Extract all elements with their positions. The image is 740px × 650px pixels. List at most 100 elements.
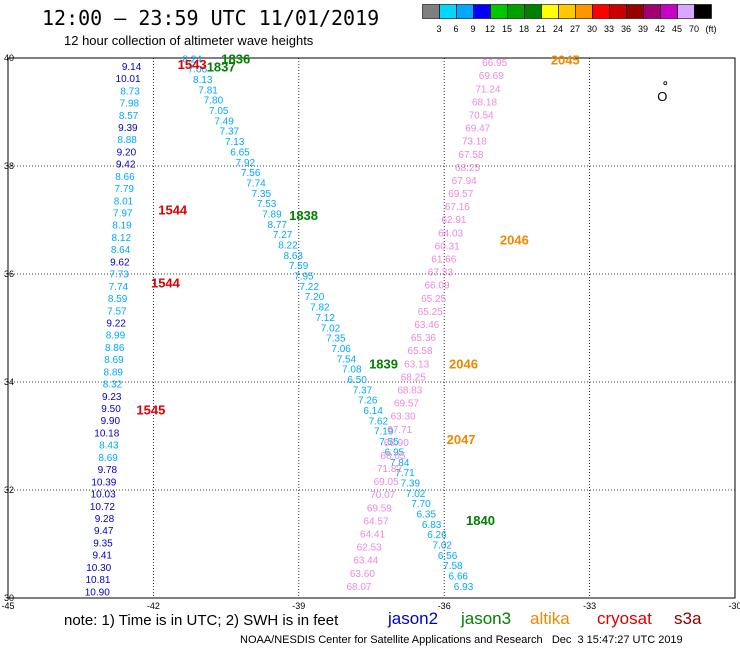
wave-height-value: 70.07 [370, 490, 395, 501]
wave-height-value: 69.47 [465, 124, 490, 135]
pass-time-label: 1839 [369, 357, 398, 372]
wave-height-value: 67.94 [452, 176, 477, 187]
wave-height-value: 10.30 [86, 563, 111, 574]
wave-height-value: 7.95 [294, 272, 314, 283]
wave-height-value: 7.49 [214, 116, 234, 127]
wave-height-value: 9.14 [122, 62, 142, 73]
wave-height-value: 70.54 [469, 110, 494, 121]
wave-height-value: 7.26 [358, 396, 378, 407]
wave-height-value: 69.05 [374, 477, 399, 488]
wave-height-value: 7.19 [374, 427, 394, 438]
wave-height-value: 9.50 [101, 404, 121, 415]
wave-height-value: 10.81 [85, 575, 110, 586]
wave-height-value: 67.33 [428, 268, 453, 279]
wave-height-value: 10.18 [94, 428, 119, 439]
colorbar-tick-label: 42 [655, 24, 665, 34]
wave-height-value: 62.53 [357, 543, 382, 554]
wave-height-value: 71.24 [475, 84, 500, 95]
wave-height-value: 65.25 [421, 294, 446, 305]
x-tick-label: -33 [583, 601, 596, 611]
map-frame [7, 57, 736, 599]
wave-height-value: 6.93 [454, 582, 474, 593]
wave-height-value: 8.22 [278, 241, 298, 252]
wave-height-value: 7.56 [241, 168, 261, 179]
wave-height-value: 6.35 [417, 509, 437, 520]
pass-time-label: 1545 [136, 402, 165, 417]
legend-item-jason3: jason3 [461, 609, 512, 628]
wave-height-value: 67.58 [458, 150, 483, 161]
wave-height-value: 7.12 [315, 313, 335, 324]
wave-height-value: 9.41 [93, 551, 113, 562]
colorbar-tick-label: 45 [672, 24, 682, 34]
wave-height-value: 71.82 [377, 464, 402, 475]
wave-height-value: 66.09 [425, 281, 450, 292]
pass-time-label: 2047 [447, 432, 476, 447]
wave-height-value: 9.42 [116, 160, 136, 171]
wave-height-value: 6.66 [448, 572, 468, 583]
colorbar-tick-label: 6 [453, 24, 458, 34]
wave-height-value: 8.59 [108, 294, 128, 305]
wave-height-value: 7.70 [411, 499, 431, 510]
wave-height-value: 68.25 [401, 372, 426, 383]
wave-height-value: 8.24 [182, 54, 202, 65]
colorbar-tick-label: 12 [485, 24, 495, 34]
wave-height-value: 6.83 [422, 520, 442, 531]
pass-time-label: 1543 [178, 57, 207, 72]
wave-height-value: 9.28 [95, 514, 115, 525]
y-tick-label: 32 [4, 485, 14, 495]
wave-height-value: 7.79 [114, 184, 134, 195]
wave-height-value: 65.25 [418, 307, 443, 318]
wave-height-value: 65.36 [411, 333, 436, 344]
wave-height-value: 64.57 [363, 516, 388, 527]
footer-note: note: 1) Time is in UTC; 2) SWH is in fe… [64, 612, 339, 629]
island-dot [663, 81, 668, 86]
wave-height-value: 69.57 [448, 189, 473, 200]
colorbar-tick-label: 9 [470, 24, 475, 34]
pass-time-label: 1836 [221, 51, 250, 66]
x-tick-label: -45 [1, 601, 14, 611]
wave-height-value: 64.03 [438, 228, 463, 239]
wave-height-value: 63.46 [414, 320, 439, 331]
wave-height-value: 7.73 [109, 270, 129, 281]
wave-height-value: 6.65 [230, 147, 250, 158]
wave-height-value: 9.23 [102, 392, 122, 403]
wave-height-value: 8.13 [193, 75, 213, 86]
x-tick-label: -36 [438, 601, 451, 611]
wave-height-value: 9.78 [98, 465, 118, 476]
wave-height-value: 66.95 [482, 58, 507, 69]
wave-height-value: 7.35 [326, 334, 346, 345]
wave-height-value: 9.47 [94, 526, 114, 537]
wave-height-value: 7.13 [225, 137, 245, 148]
wave-height-value: 8.77 [268, 220, 288, 231]
wave-height-value: 6.95 [385, 447, 405, 458]
wave-height-value: 61.66 [431, 255, 456, 266]
wave-height-value: 8.73 [120, 86, 140, 97]
x-tick-label: -39 [292, 601, 305, 611]
wave-height-value: 7.54 [337, 354, 357, 365]
wave-height-value: 6.14 [363, 406, 383, 417]
wave-height-value: 63.13 [404, 359, 429, 370]
pass-time-label: 2045 [551, 52, 580, 67]
wave-height-value: 66.90 [384, 438, 409, 449]
wave-height-value: 69.59 [367, 503, 392, 514]
wave-height-value: 67.71 [387, 425, 412, 436]
legend-item-altika: altika [530, 609, 570, 628]
colorbar-swatch [694, 4, 712, 19]
legend-item-cryosat: cryosat [597, 609, 652, 628]
colorbar-tick-label: 30 [587, 24, 597, 34]
legend-item-jason2: jason2 [388, 609, 439, 628]
wave-height-value: 7.89 [262, 209, 282, 220]
wave-height-value: 6.50 [347, 375, 367, 386]
colorbar-tick-label: 33 [604, 24, 614, 34]
wave-height-value: 8.43 [99, 441, 119, 452]
wave-height-value: 7.02 [406, 489, 426, 500]
colorbar-tick-label: 21 [536, 24, 546, 34]
y-tick-label: 36 [4, 269, 14, 279]
x-tick-label: -42 [147, 601, 160, 611]
wave-height-value: 7.80 [204, 96, 224, 107]
wave-height-value: 8.19 [112, 221, 132, 232]
wave-height-value: 7.37 [220, 127, 240, 138]
wave-height-value: 6.26 [427, 530, 447, 541]
wave-height-value: 8.64 [111, 245, 131, 256]
wave-height-value: 7.59 [289, 261, 309, 272]
